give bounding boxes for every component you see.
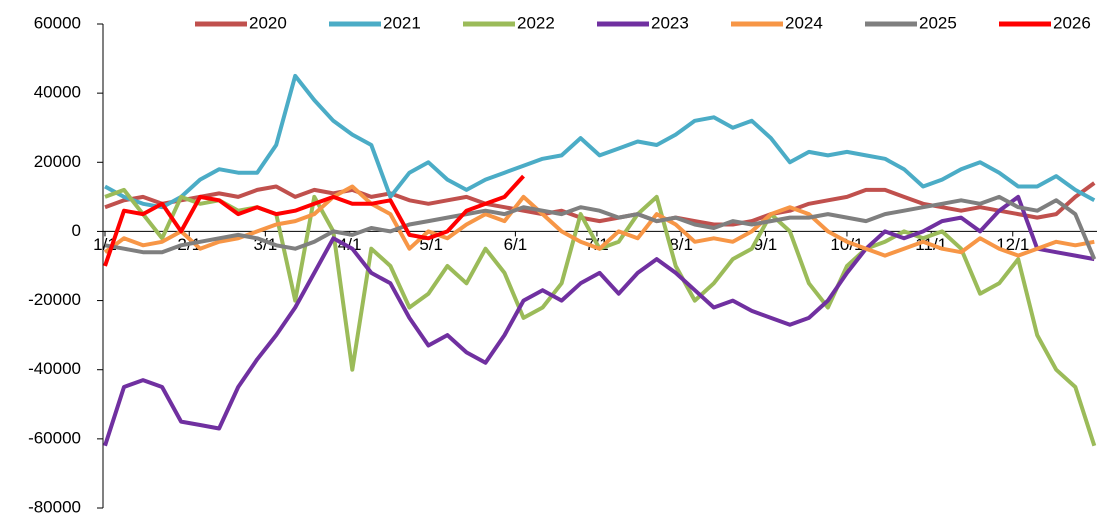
y-tick-label: 40000: [34, 83, 81, 102]
y-tick-label: 60000: [34, 13, 81, 32]
y-tick-label: -80000: [28, 497, 81, 514]
legend-label: 2025: [919, 13, 957, 32]
y-tick-label: 0: [72, 221, 81, 240]
legend-label: 2024: [785, 13, 823, 32]
series-line: [104, 187, 1097, 447]
series-line: [103, 194, 1095, 447]
legend-label: 2021: [383, 13, 421, 32]
x-tick-label: 8/1: [669, 235, 693, 254]
y-tick-label: -20000: [28, 290, 81, 309]
x-tick-label: 6/1: [504, 235, 528, 254]
series-line: [104, 73, 1096, 210]
legend-label: 2020: [249, 13, 287, 32]
legend-label: 2023: [651, 13, 689, 32]
x-tick-label: 10/1: [830, 235, 863, 254]
y-tick-label: -60000: [28, 428, 81, 447]
series-line: [104, 194, 1097, 260]
x-tick-label: 4/1: [338, 235, 362, 254]
series-line: [103, 184, 1095, 258]
legend-label: 2026: [1053, 13, 1091, 32]
y-tick-label: 20000: [34, 152, 81, 171]
legend-label: 2022: [517, 13, 555, 32]
y-tick-label: -40000: [28, 359, 81, 378]
x-tick-label: 9/1: [754, 235, 778, 254]
series-line: [103, 174, 525, 267]
